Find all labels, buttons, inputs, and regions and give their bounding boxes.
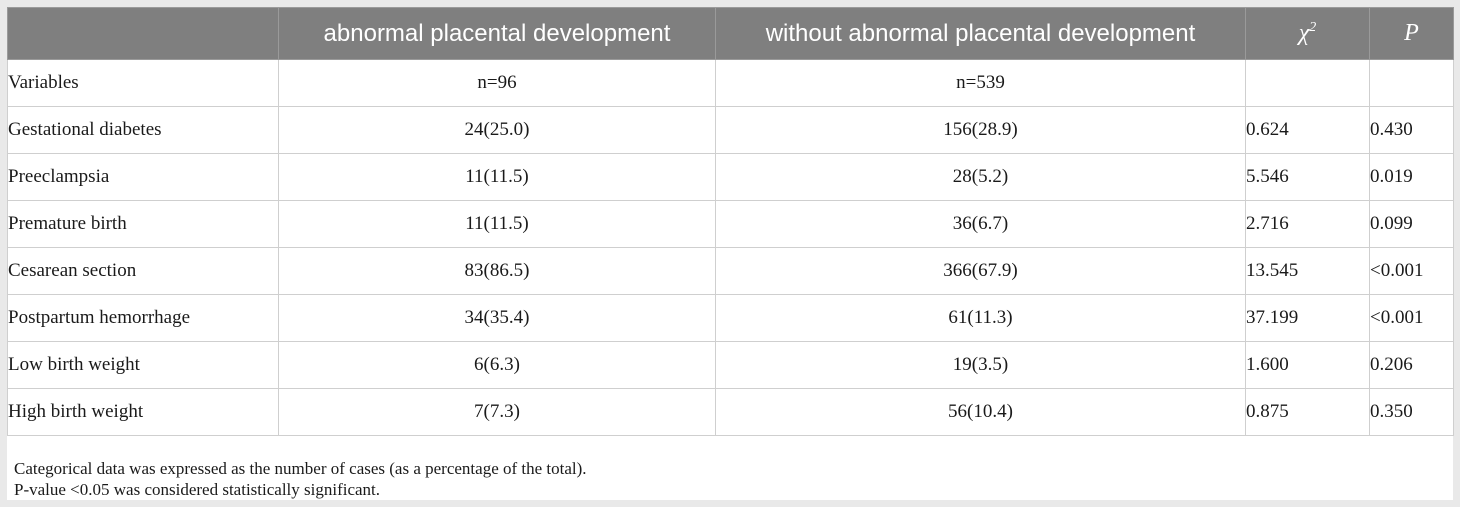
cell-p: 0.206 bbox=[1369, 341, 1454, 389]
cell-without-abnormal: 61(11.3) bbox=[715, 294, 1246, 342]
table-row: Postpartum hemorrhage 34(35.4) 61(11.3) … bbox=[7, 294, 1454, 342]
cell-abnormal: 6(6.3) bbox=[278, 341, 716, 389]
header-without-abnormal: without abnormal placental development bbox=[715, 7, 1246, 60]
header-chi-square: χ2 bbox=[1245, 7, 1370, 60]
cell-without-abnormal: 36(6.7) bbox=[715, 200, 1246, 248]
cell-p bbox=[1369, 59, 1454, 107]
cell-without-abnormal: 366(67.9) bbox=[715, 247, 1246, 295]
cell-abnormal: n=96 bbox=[278, 59, 716, 107]
cell-without-abnormal: 156(28.9) bbox=[715, 106, 1246, 154]
cell-without-abnormal: 28(5.2) bbox=[715, 153, 1246, 201]
chi-symbol: χ bbox=[1298, 20, 1310, 46]
cell-p: 0.430 bbox=[1369, 106, 1454, 154]
table-row: Variables n=96 n=539 bbox=[7, 59, 1454, 107]
cell-abnormal: 11(11.5) bbox=[278, 200, 716, 248]
cell-abnormal: 34(35.4) bbox=[278, 294, 716, 342]
row-label: Variables bbox=[7, 59, 279, 107]
row-label: High birth weight bbox=[7, 388, 279, 436]
cell-chi: 0.624 bbox=[1245, 106, 1370, 154]
cell-chi: 13.545 bbox=[1245, 247, 1370, 295]
cell-chi: 0.875 bbox=[1245, 388, 1370, 436]
cell-abnormal: 24(25.0) bbox=[278, 106, 716, 154]
cell-chi: 1.600 bbox=[1245, 341, 1370, 389]
cell-abnormal: 83(86.5) bbox=[278, 247, 716, 295]
cell-p: 0.099 bbox=[1369, 200, 1454, 248]
cell-abnormal: 11(11.5) bbox=[278, 153, 716, 201]
table-footnotes: Categorical data was expressed as the nu… bbox=[14, 458, 587, 500]
cell-p: <0.001 bbox=[1369, 247, 1454, 295]
cell-chi bbox=[1245, 59, 1370, 107]
cell-without-abnormal: n=539 bbox=[715, 59, 1246, 107]
row-label: Gestational diabetes bbox=[7, 106, 279, 154]
table-row: Cesarean section 83(86.5) 366(67.9) 13.5… bbox=[7, 247, 1454, 295]
cell-chi: 5.546 bbox=[1245, 153, 1370, 201]
row-label: Preeclampsia bbox=[7, 153, 279, 201]
row-label: Low birth weight bbox=[7, 341, 279, 389]
cell-p: 0.350 bbox=[1369, 388, 1454, 436]
cell-p: <0.001 bbox=[1369, 294, 1454, 342]
table-row: Preeclampsia 11(11.5) 28(5.2) 5.546 0.01… bbox=[7, 153, 1454, 201]
table-row: Low birth weight 6(6.3) 19(3.5) 1.600 0.… bbox=[7, 341, 1454, 389]
chi-superscript: 2 bbox=[1309, 20, 1317, 35]
cell-without-abnormal: 19(3.5) bbox=[715, 341, 1246, 389]
header-p: P bbox=[1369, 7, 1454, 60]
row-label: Premature birth bbox=[7, 200, 279, 248]
cell-chi: 37.199 bbox=[1245, 294, 1370, 342]
header-blank bbox=[7, 7, 279, 60]
row-label: Cesarean section bbox=[7, 247, 279, 295]
header-abnormal: abnormal placental development bbox=[278, 7, 716, 60]
cell-p: 0.019 bbox=[1369, 153, 1454, 201]
table-row: High birth weight 7(7.3) 56(10.4) 0.875 … bbox=[7, 388, 1454, 436]
cell-abnormal: 7(7.3) bbox=[278, 388, 716, 436]
table-row: Gestational diabetes 24(25.0) 156(28.9) … bbox=[7, 106, 1454, 154]
footnote-categorical: Categorical data was expressed as the nu… bbox=[14, 459, 587, 478]
row-label: Postpartum hemorrhage bbox=[7, 294, 279, 342]
results-table: abnormal placental development without a… bbox=[7, 7, 1454, 436]
cell-without-abnormal: 56(10.4) bbox=[715, 388, 1246, 436]
table-frame: abnormal placental development without a… bbox=[7, 7, 1454, 500]
footnote-significance: P-value <0.05 was considered statistical… bbox=[14, 480, 381, 499]
table-row: Premature birth 11(11.5) 36(6.7) 2.716 0… bbox=[7, 200, 1454, 248]
cell-chi: 2.716 bbox=[1245, 200, 1370, 248]
header-row: abnormal placental development without a… bbox=[7, 7, 1454, 60]
